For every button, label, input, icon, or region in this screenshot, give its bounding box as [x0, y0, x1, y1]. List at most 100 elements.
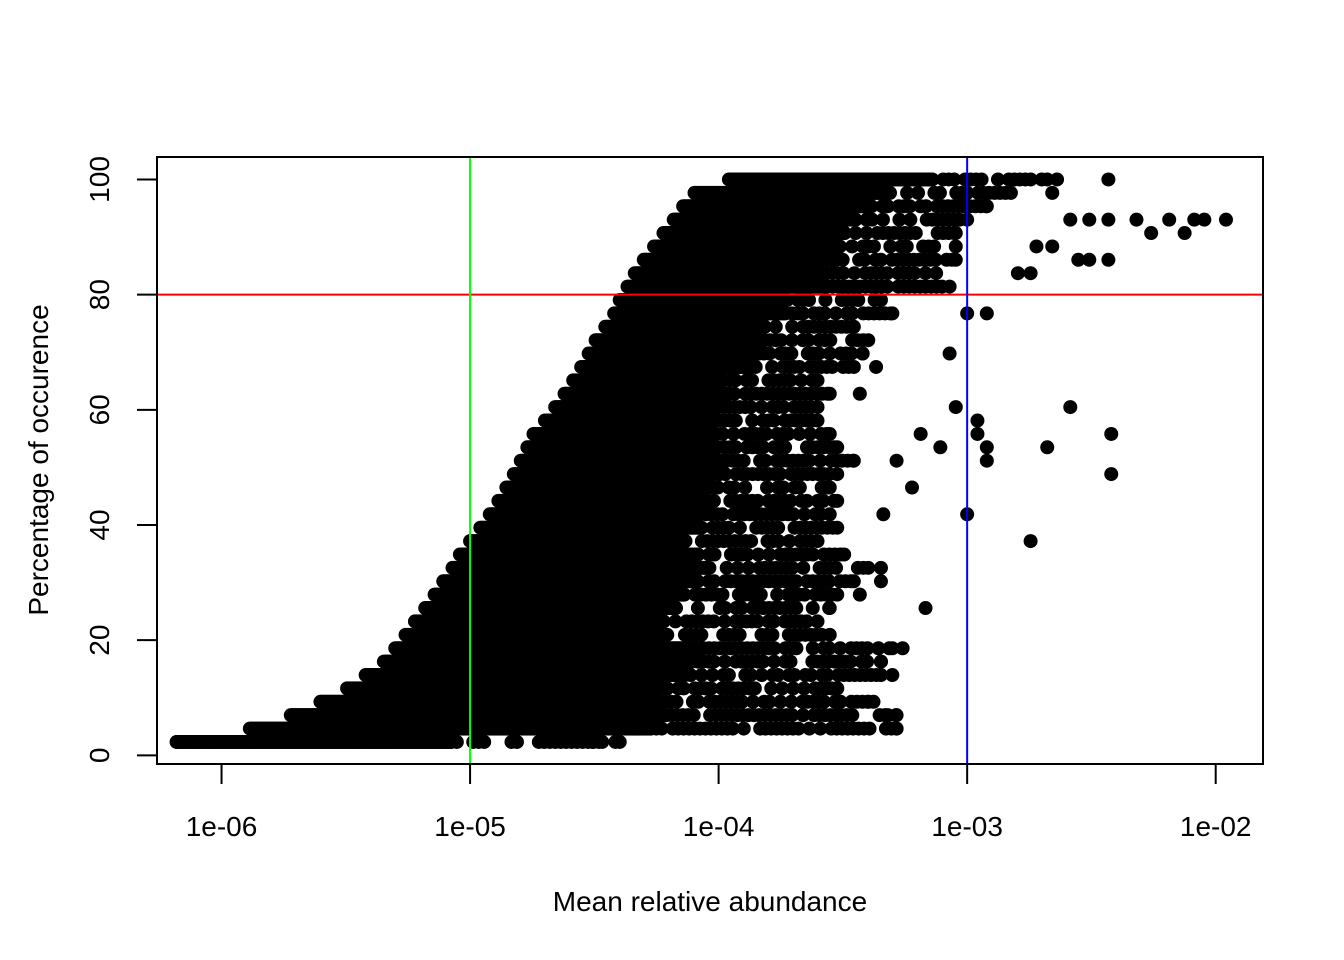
data-point	[736, 453, 751, 468]
data-point	[775, 681, 790, 696]
data-point	[822, 627, 837, 642]
data-point	[767, 641, 782, 656]
data-point	[791, 721, 806, 736]
data-point	[830, 520, 845, 535]
data-point	[822, 601, 837, 616]
data-point	[715, 587, 730, 602]
data-point	[822, 386, 837, 401]
data-point	[509, 734, 524, 749]
data-point	[810, 400, 825, 415]
data-point	[822, 507, 837, 522]
data-point	[676, 681, 691, 696]
data-point	[706, 493, 721, 508]
data-point	[694, 627, 709, 642]
data-points	[169, 172, 1233, 749]
data-point	[773, 694, 788, 709]
data-point	[830, 467, 845, 482]
data-point	[732, 627, 747, 642]
data-point	[728, 413, 743, 428]
data-point	[717, 614, 732, 629]
data-point	[789, 641, 804, 656]
data-point	[789, 601, 804, 616]
data-point	[796, 708, 811, 723]
data-point	[810, 373, 825, 388]
data-point	[771, 520, 786, 535]
data-point	[805, 641, 820, 656]
data-point	[817, 694, 832, 709]
data-point	[810, 534, 825, 549]
data-point	[745, 373, 760, 388]
data-point	[797, 681, 812, 696]
data-point	[845, 708, 860, 723]
data-point	[738, 480, 753, 495]
data-point	[846, 359, 861, 374]
data-point	[660, 681, 675, 696]
data-point	[783, 654, 798, 669]
data-point	[830, 587, 845, 602]
data-point	[862, 721, 877, 736]
data-point	[813, 721, 828, 736]
data-point	[837, 547, 852, 562]
data-point	[843, 654, 858, 669]
data-point	[725, 721, 740, 736]
data-point	[656, 614, 671, 629]
data-point	[833, 694, 848, 709]
data-point	[753, 587, 768, 602]
data-point	[860, 654, 875, 669]
data-point	[746, 694, 761, 709]
data-point	[706, 614, 721, 629]
data-point	[787, 668, 802, 683]
data-point	[810, 614, 825, 629]
data-point	[784, 694, 799, 709]
data-point	[830, 493, 845, 508]
data-point	[822, 480, 837, 495]
data-point	[822, 426, 837, 441]
data-point	[829, 560, 844, 575]
data-point	[702, 560, 717, 575]
data-point	[802, 721, 817, 736]
data-point	[765, 627, 780, 642]
data-point	[873, 668, 888, 683]
data-point	[743, 668, 758, 683]
data-point	[704, 681, 719, 696]
data-point	[861, 560, 876, 575]
data-point	[717, 654, 732, 669]
data-point	[766, 614, 781, 629]
data-point	[805, 601, 820, 616]
data-point	[707, 547, 722, 562]
data-point	[771, 668, 786, 683]
data-point	[669, 694, 684, 709]
data-point	[846, 574, 861, 589]
data-point	[767, 654, 782, 669]
data-point	[820, 668, 835, 683]
data-point	[799, 614, 814, 629]
data-point	[612, 734, 627, 749]
data-point	[686, 708, 701, 723]
data-point	[668, 614, 683, 629]
data-point	[694, 668, 709, 683]
data-point	[747, 681, 762, 696]
data-point	[449, 734, 464, 749]
data-point	[683, 668, 698, 683]
data-point	[691, 694, 706, 709]
data-point	[748, 359, 763, 374]
data-point	[477, 734, 492, 749]
data-point	[750, 614, 765, 629]
data-point	[833, 641, 848, 656]
data-point	[690, 601, 705, 616]
data-point	[792, 480, 807, 495]
data-point	[764, 681, 779, 696]
data-point	[705, 668, 720, 683]
data-point	[810, 413, 825, 428]
data-point	[706, 654, 721, 669]
data-point	[678, 534, 693, 549]
data-point	[778, 440, 793, 455]
data-point	[754, 668, 769, 683]
data-point	[735, 694, 750, 709]
data-point	[803, 668, 818, 683]
data-point	[785, 708, 800, 723]
data-point	[846, 453, 861, 468]
data-point	[796, 560, 811, 575]
data-point	[654, 721, 669, 736]
